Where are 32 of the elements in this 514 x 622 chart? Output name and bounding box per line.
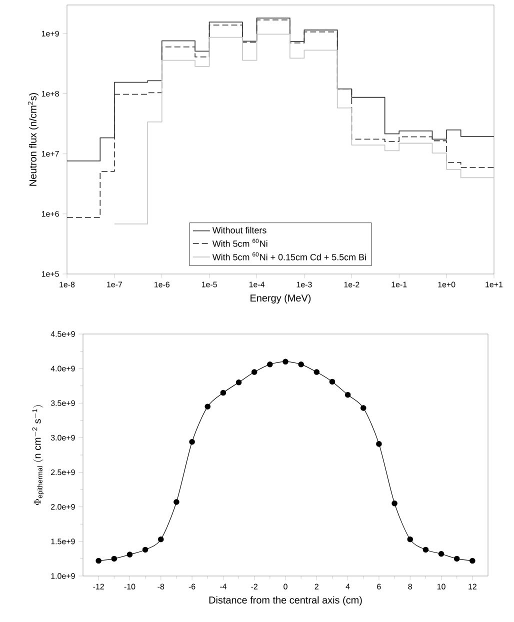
point [376,441,382,447]
point [96,558,102,564]
point [236,380,242,386]
point [126,552,133,558]
y-axis-title: Neutron flux (n/cm$^{2}$s) [28,93,38,186]
point [251,369,258,375]
legend-label: Without filters [212,226,266,234]
point [314,369,320,375]
point [422,546,429,553]
point [220,390,226,396]
point [142,546,148,553]
point [344,392,351,398]
point [111,556,118,562]
legend-label: With 5cm $^{60}$Ni + 0.15cm Cd + 5.5cm Bi [212,252,366,260]
point [298,362,304,368]
x-axis-title: Energy (MeV) [250,294,311,304]
point [470,558,476,564]
point [438,550,444,557]
point [282,358,288,365]
point [158,536,164,542]
point [407,536,414,542]
point [360,405,366,411]
point [189,438,195,445]
point [204,404,211,410]
point [392,500,398,506]
point [267,362,273,368]
point [174,499,180,505]
legend-label: With 5cm $^{60}$Ni [212,238,268,247]
y-axis-title: $\Phi_{\mathrm{epithermal}}\;(\mathrm{n\ cm^{-2}\ s^{-1}})$ [32,405,44,506]
point [454,556,460,562]
point [329,378,336,385]
x-axis-title: Distance from the central axis (cm) [209,596,362,606]
